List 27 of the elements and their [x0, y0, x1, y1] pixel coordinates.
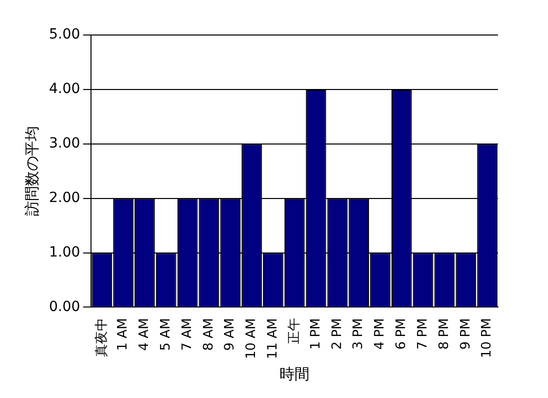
x-tick-label: 6 PM — [394, 318, 410, 350]
x-tick-label: 正午 — [286, 318, 302, 344]
y-tick-label: 3.00 — [49, 136, 80, 152]
x-tick-label: 9 PM — [458, 318, 474, 350]
x-tick-label: 3 PM — [351, 318, 366, 350]
y-tick-label: 5.00 — [49, 26, 80, 43]
x-tick-label: 10 AM — [244, 318, 260, 360]
x-tick-label: 5 AM — [158, 318, 174, 351]
x-axis-title: 時間 — [280, 364, 310, 383]
x-tick-label: 10 PM — [480, 318, 495, 358]
x-tick-label: 4 AM — [137, 318, 152, 351]
x-tick-label: 8 PM — [436, 318, 452, 350]
x-tick-label: 7 PM — [415, 318, 430, 350]
x-tick-label: 4 PM — [372, 318, 388, 350]
x-tick-label: 真夜中 — [93, 318, 110, 358]
x-tick-label: 2 PM — [330, 318, 345, 350]
x-tick-label: 8 AM — [201, 318, 216, 351]
x-tick-label: 9 AM — [222, 318, 238, 351]
x-tick-label: 1 PM — [308, 318, 324, 350]
x-tick-label: 1 AM — [116, 318, 131, 351]
y-tick-label: 1.00 — [49, 244, 80, 260]
x-tick-label: 11 AM — [266, 318, 281, 360]
y-axis-title: 訪問数の平均 — [22, 126, 41, 216]
y-tick-label: 0.00 — [49, 298, 80, 315]
y-tick-label: 2.00 — [49, 190, 80, 206]
x-tick-label: 7 AM — [180, 318, 195, 351]
y-tick-label: 4.00 — [49, 81, 80, 98]
